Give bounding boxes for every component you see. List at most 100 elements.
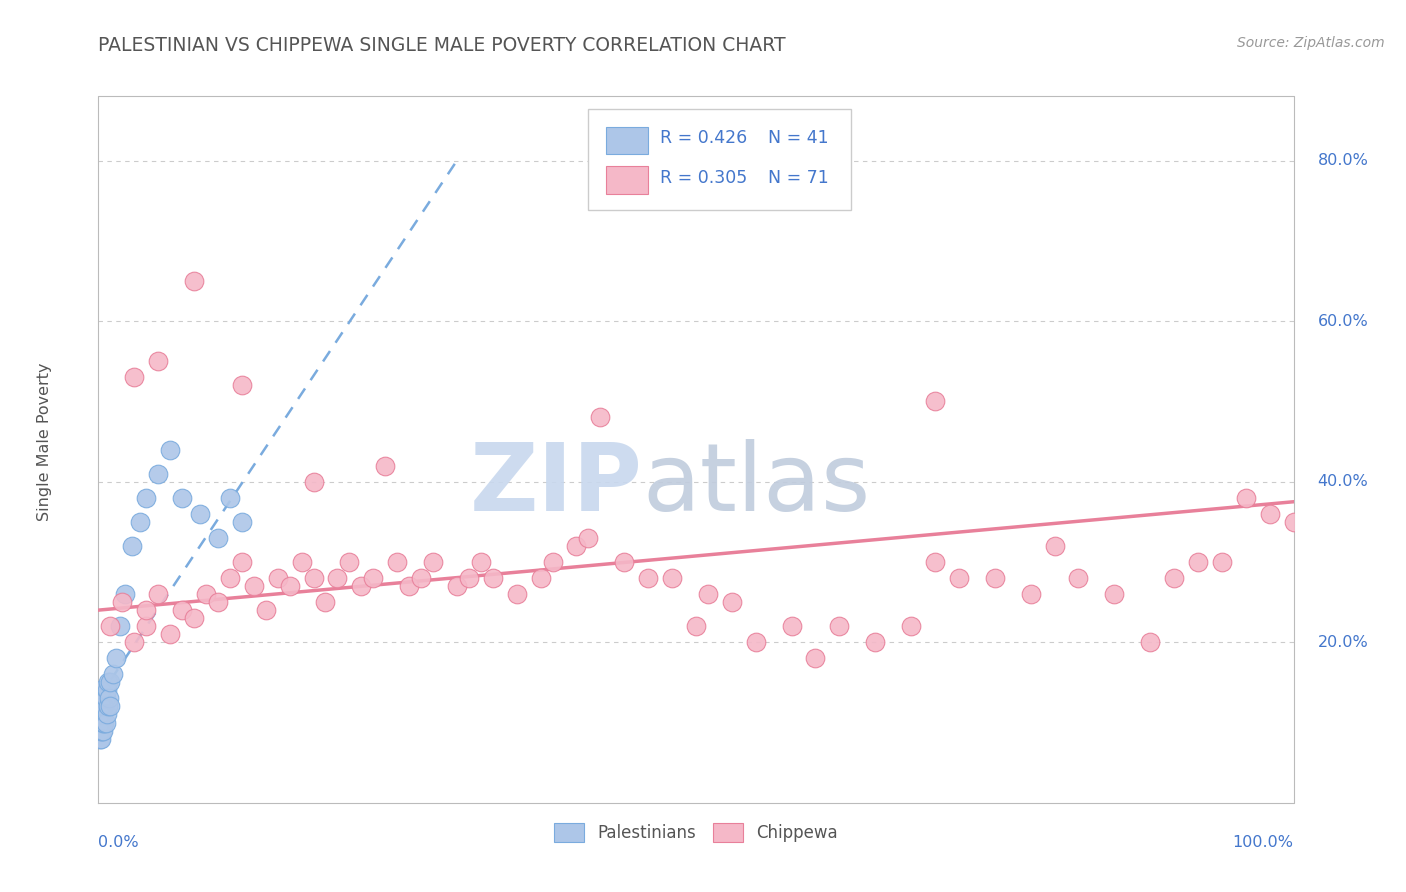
- Point: [1139, 635, 1161, 649]
- Point: [98, 675, 122, 690]
- Point: [302, 475, 325, 489]
- Point: [291, 555, 314, 569]
- Text: Single Male Poverty: Single Male Poverty: [37, 362, 52, 521]
- Point: [1234, 491, 1257, 505]
- Point: [374, 458, 396, 473]
- Point: [613, 555, 636, 569]
- Point: [470, 555, 492, 569]
- Point: [565, 539, 588, 553]
- Point: [1043, 539, 1066, 553]
- Point: [90, 723, 112, 738]
- Point: [900, 619, 922, 633]
- Point: [697, 587, 720, 601]
- Point: [326, 571, 349, 585]
- Point: [148, 354, 170, 368]
- Text: 100.0%: 100.0%: [1233, 835, 1294, 850]
- Point: [1104, 587, 1126, 601]
- Point: [159, 627, 181, 641]
- Point: [98, 691, 121, 706]
- Point: [219, 491, 242, 505]
- Point: [101, 667, 124, 681]
- Point: [865, 635, 887, 649]
- Point: [96, 707, 118, 722]
- Point: [159, 442, 181, 457]
- Point: [129, 515, 152, 529]
- Point: [91, 715, 114, 730]
- Point: [1019, 587, 1042, 601]
- Point: [1282, 515, 1305, 529]
- Point: [385, 555, 409, 569]
- Point: [195, 587, 218, 601]
- Point: [506, 587, 529, 601]
- Point: [148, 587, 170, 601]
- Point: [458, 571, 481, 585]
- Point: [89, 715, 111, 730]
- Point: [91, 691, 114, 706]
- Point: [93, 715, 115, 730]
- Point: [780, 619, 803, 633]
- Point: [89, 731, 111, 746]
- Point: [243, 579, 266, 593]
- Point: [111, 595, 134, 609]
- Point: [91, 707, 114, 722]
- Text: R = 0.305: R = 0.305: [661, 169, 748, 186]
- Point: [114, 587, 136, 601]
- FancyBboxPatch shape: [606, 127, 648, 154]
- Point: [578, 531, 600, 545]
- Text: PALESTINIAN VS CHIPPEWA SINGLE MALE POVERTY CORRELATION CHART: PALESTINIAN VS CHIPPEWA SINGLE MALE POVE…: [98, 36, 786, 54]
- Point: [411, 571, 433, 585]
- Point: [207, 531, 229, 545]
- Point: [541, 555, 564, 569]
- Point: [135, 619, 157, 633]
- Point: [637, 571, 659, 585]
- Point: [124, 635, 146, 649]
- Point: [91, 715, 114, 730]
- Point: [231, 555, 253, 569]
- Point: [363, 571, 385, 585]
- Point: [339, 555, 361, 569]
- Point: [98, 699, 122, 714]
- Text: 60.0%: 60.0%: [1317, 314, 1368, 328]
- Point: [105, 651, 128, 665]
- Point: [135, 491, 157, 505]
- Point: [1163, 571, 1185, 585]
- Point: [828, 619, 851, 633]
- Point: [172, 491, 194, 505]
- Point: [207, 595, 229, 609]
- Point: [315, 595, 337, 609]
- Point: [481, 571, 505, 585]
- Point: [97, 699, 120, 714]
- Point: [124, 370, 146, 384]
- Point: [530, 571, 553, 585]
- Point: [93, 699, 115, 714]
- Point: [924, 555, 946, 569]
- Text: N = 41: N = 41: [768, 129, 828, 147]
- Point: [121, 539, 143, 553]
- Point: [804, 651, 827, 665]
- Point: [721, 595, 744, 609]
- FancyBboxPatch shape: [589, 109, 852, 211]
- Point: [172, 603, 194, 617]
- Point: [1258, 507, 1281, 521]
- Text: atlas: atlas: [643, 439, 870, 531]
- FancyBboxPatch shape: [606, 166, 648, 194]
- Point: [97, 675, 120, 690]
- Point: [231, 378, 253, 392]
- Point: [589, 410, 612, 425]
- Point: [89, 723, 111, 738]
- Point: [231, 515, 253, 529]
- Point: [90, 731, 112, 746]
- Point: [108, 619, 131, 633]
- Point: [91, 723, 114, 738]
- Point: [422, 555, 444, 569]
- Point: [745, 635, 768, 649]
- Point: [661, 571, 683, 585]
- Text: R = 0.426: R = 0.426: [661, 129, 748, 147]
- Point: [302, 571, 325, 585]
- Point: [267, 571, 290, 585]
- Point: [91, 699, 114, 714]
- Text: 0.0%: 0.0%: [98, 835, 139, 850]
- Point: [219, 571, 242, 585]
- Text: Source: ZipAtlas.com: Source: ZipAtlas.com: [1237, 36, 1385, 50]
- Text: 40.0%: 40.0%: [1317, 475, 1368, 489]
